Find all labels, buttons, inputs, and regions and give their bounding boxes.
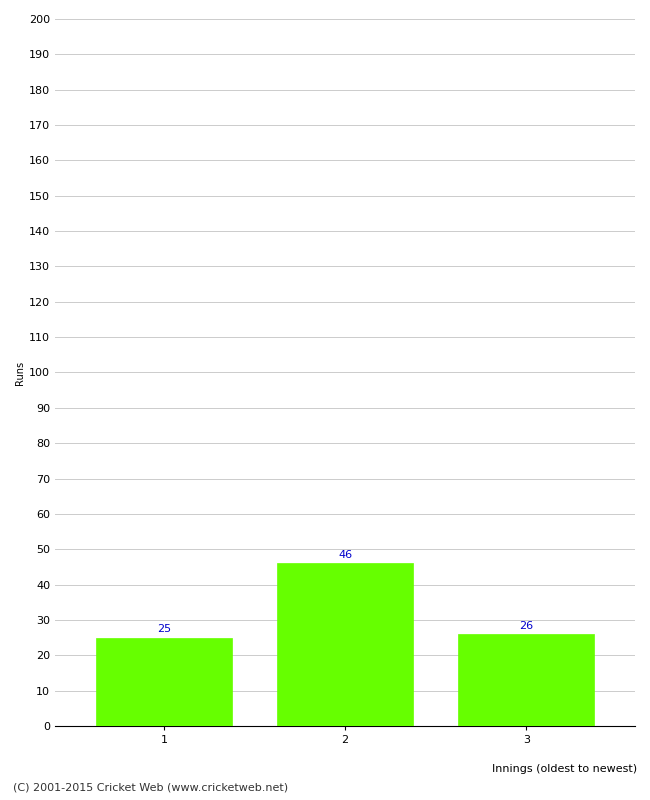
Bar <box>277 563 413 726</box>
Bar <box>458 634 594 726</box>
Text: Innings (oldest to newest): Innings (oldest to newest) <box>492 764 637 774</box>
Bar <box>96 638 232 726</box>
Text: 26: 26 <box>519 621 534 630</box>
Y-axis label: Runs: Runs <box>15 361 25 385</box>
Text: (C) 2001-2015 Cricket Web (www.cricketweb.net): (C) 2001-2015 Cricket Web (www.cricketwe… <box>13 782 288 792</box>
Text: 46: 46 <box>338 550 352 560</box>
Text: 25: 25 <box>157 624 171 634</box>
